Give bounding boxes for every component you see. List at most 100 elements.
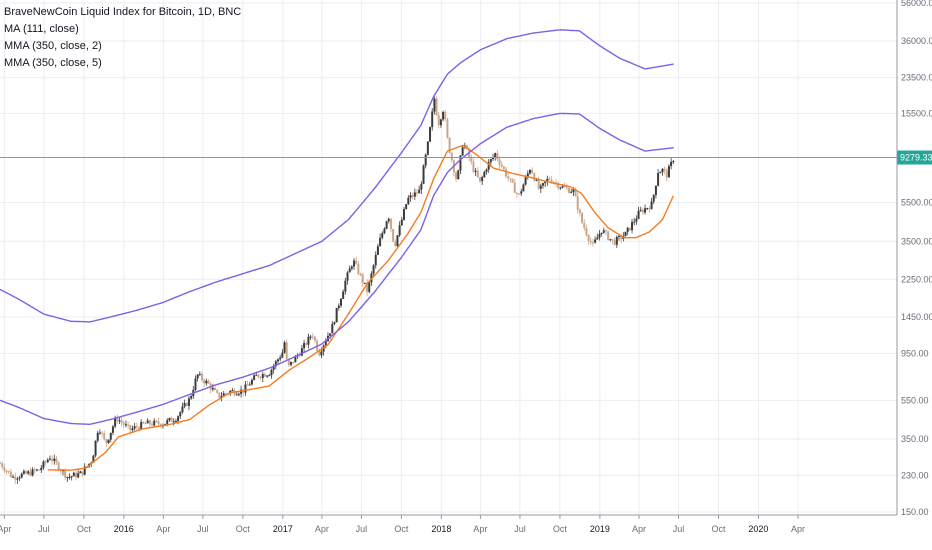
mma-350-2-line: [0, 112, 674, 425]
x-tick-label: Oct: [553, 524, 568, 534]
candle-body: [177, 416, 180, 422]
candle-body: [42, 461, 45, 468]
candle-body: [205, 380, 208, 384]
candle-body: [127, 424, 130, 426]
candle-body: [305, 343, 308, 345]
candle-body: [615, 236, 618, 245]
candle-body: [353, 260, 356, 267]
candle-body: [385, 221, 388, 229]
candle-body: [131, 428, 134, 431]
candle-body: [324, 341, 327, 346]
candle-body: [48, 458, 51, 460]
candle-body: [578, 209, 581, 213]
candle-body: [298, 355, 301, 357]
chart-legend: BraveNewCoin Liquid Index for Bitcoin, 1…: [4, 4, 241, 72]
y-tick-label: 36000.00: [901, 36, 932, 46]
x-tick-label: Oct: [711, 524, 726, 534]
candle-body: [237, 393, 240, 395]
candle-body: [57, 462, 60, 471]
candle-body: [18, 477, 21, 479]
ma111-line: [47, 144, 674, 471]
x-tick-label: Apr: [0, 524, 11, 534]
candle-body: [194, 378, 197, 390]
indicator-lines: [0, 29, 674, 471]
candle-body: [363, 282, 366, 284]
candle-body: [346, 272, 349, 281]
candle-body: [333, 322, 336, 324]
x-tick-label: Jul: [514, 524, 526, 534]
last-price-tag-bg: [897, 150, 932, 165]
candle-body: [116, 418, 119, 422]
candle-body: [672, 161, 675, 163]
candle-body: [257, 374, 260, 378]
candle-body: [418, 189, 421, 194]
y-tick-label: 230.00: [901, 470, 929, 480]
candle-body: [670, 161, 673, 167]
candle-body: [374, 254, 377, 266]
candle-body: [200, 373, 203, 380]
candle-body: [68, 476, 71, 478]
candle-body: [0, 463, 1, 465]
y-tick-label: 950.00: [901, 348, 929, 358]
candle-body: [313, 336, 316, 341]
candle-body: [402, 209, 405, 220]
candle-body: [307, 336, 310, 345]
candle-body: [565, 187, 568, 189]
candle-body: [263, 374, 266, 377]
candle-body: [335, 307, 338, 323]
legend-mma-5[interactable]: MMA (350, close, 5): [4, 57, 102, 69]
candle-body: [309, 336, 312, 338]
candle-body: [261, 374, 264, 378]
candle-body: [546, 178, 549, 182]
candle-body: [109, 432, 112, 440]
candle-body: [617, 235, 620, 237]
candle-body: [568, 188, 571, 193]
candle-body: [531, 170, 534, 174]
axes: 56000.00 36000.00 23500.00 15500.00 5500.00 3…: [0, 0, 932, 534]
candle-body: [648, 208, 651, 210]
candle-body: [331, 323, 334, 334]
candle-body: [357, 263, 360, 275]
candle-body: [70, 476, 73, 478]
candle-body: [659, 172, 662, 174]
candle-body: [174, 421, 177, 423]
candle-body: [611, 239, 614, 241]
x-tick-label: Apr: [156, 524, 170, 534]
y-tick-label: 23500.00: [901, 73, 932, 83]
candle-body: [478, 177, 481, 182]
candle-body: [170, 418, 173, 422]
candle-body: [283, 342, 286, 353]
candle-body: [652, 194, 655, 202]
candle-body: [246, 384, 249, 386]
candle-body: [533, 173, 536, 181]
legend-mma-2[interactable]: MMA (350, close, 2): [4, 40, 102, 52]
candle-body: [572, 189, 575, 192]
y-tick-label: 2250.00: [901, 274, 932, 284]
candle-body: [665, 170, 668, 178]
candle-body: [439, 119, 442, 126]
candle-body: [448, 137, 451, 153]
candle-body: [509, 178, 512, 180]
candle-body: [409, 195, 412, 198]
candle-body: [422, 165, 425, 184]
candle-body: [661, 169, 664, 173]
y-tick-label: 15500.00: [901, 108, 932, 118]
candle-body: [587, 235, 590, 241]
candle-body: [322, 345, 325, 352]
candle-body: [561, 186, 564, 188]
candle-body: [20, 473, 23, 478]
candle-body: [424, 154, 427, 166]
candle-body: [376, 246, 379, 255]
legend-title[interactable]: BraveNewCoin Liquid Index for Bitcoin, 1…: [4, 6, 242, 18]
candle-body: [40, 467, 43, 471]
candle-body: [172, 421, 175, 423]
x-tick-label: 2020: [748, 524, 768, 534]
x-tick-label: Oct: [77, 524, 92, 534]
candle-body: [244, 384, 247, 393]
candle-body: [604, 230, 607, 232]
legend-ma111[interactable]: MA (111, close): [4, 23, 79, 35]
candle-body: [22, 471, 25, 474]
candle-body: [292, 361, 295, 363]
